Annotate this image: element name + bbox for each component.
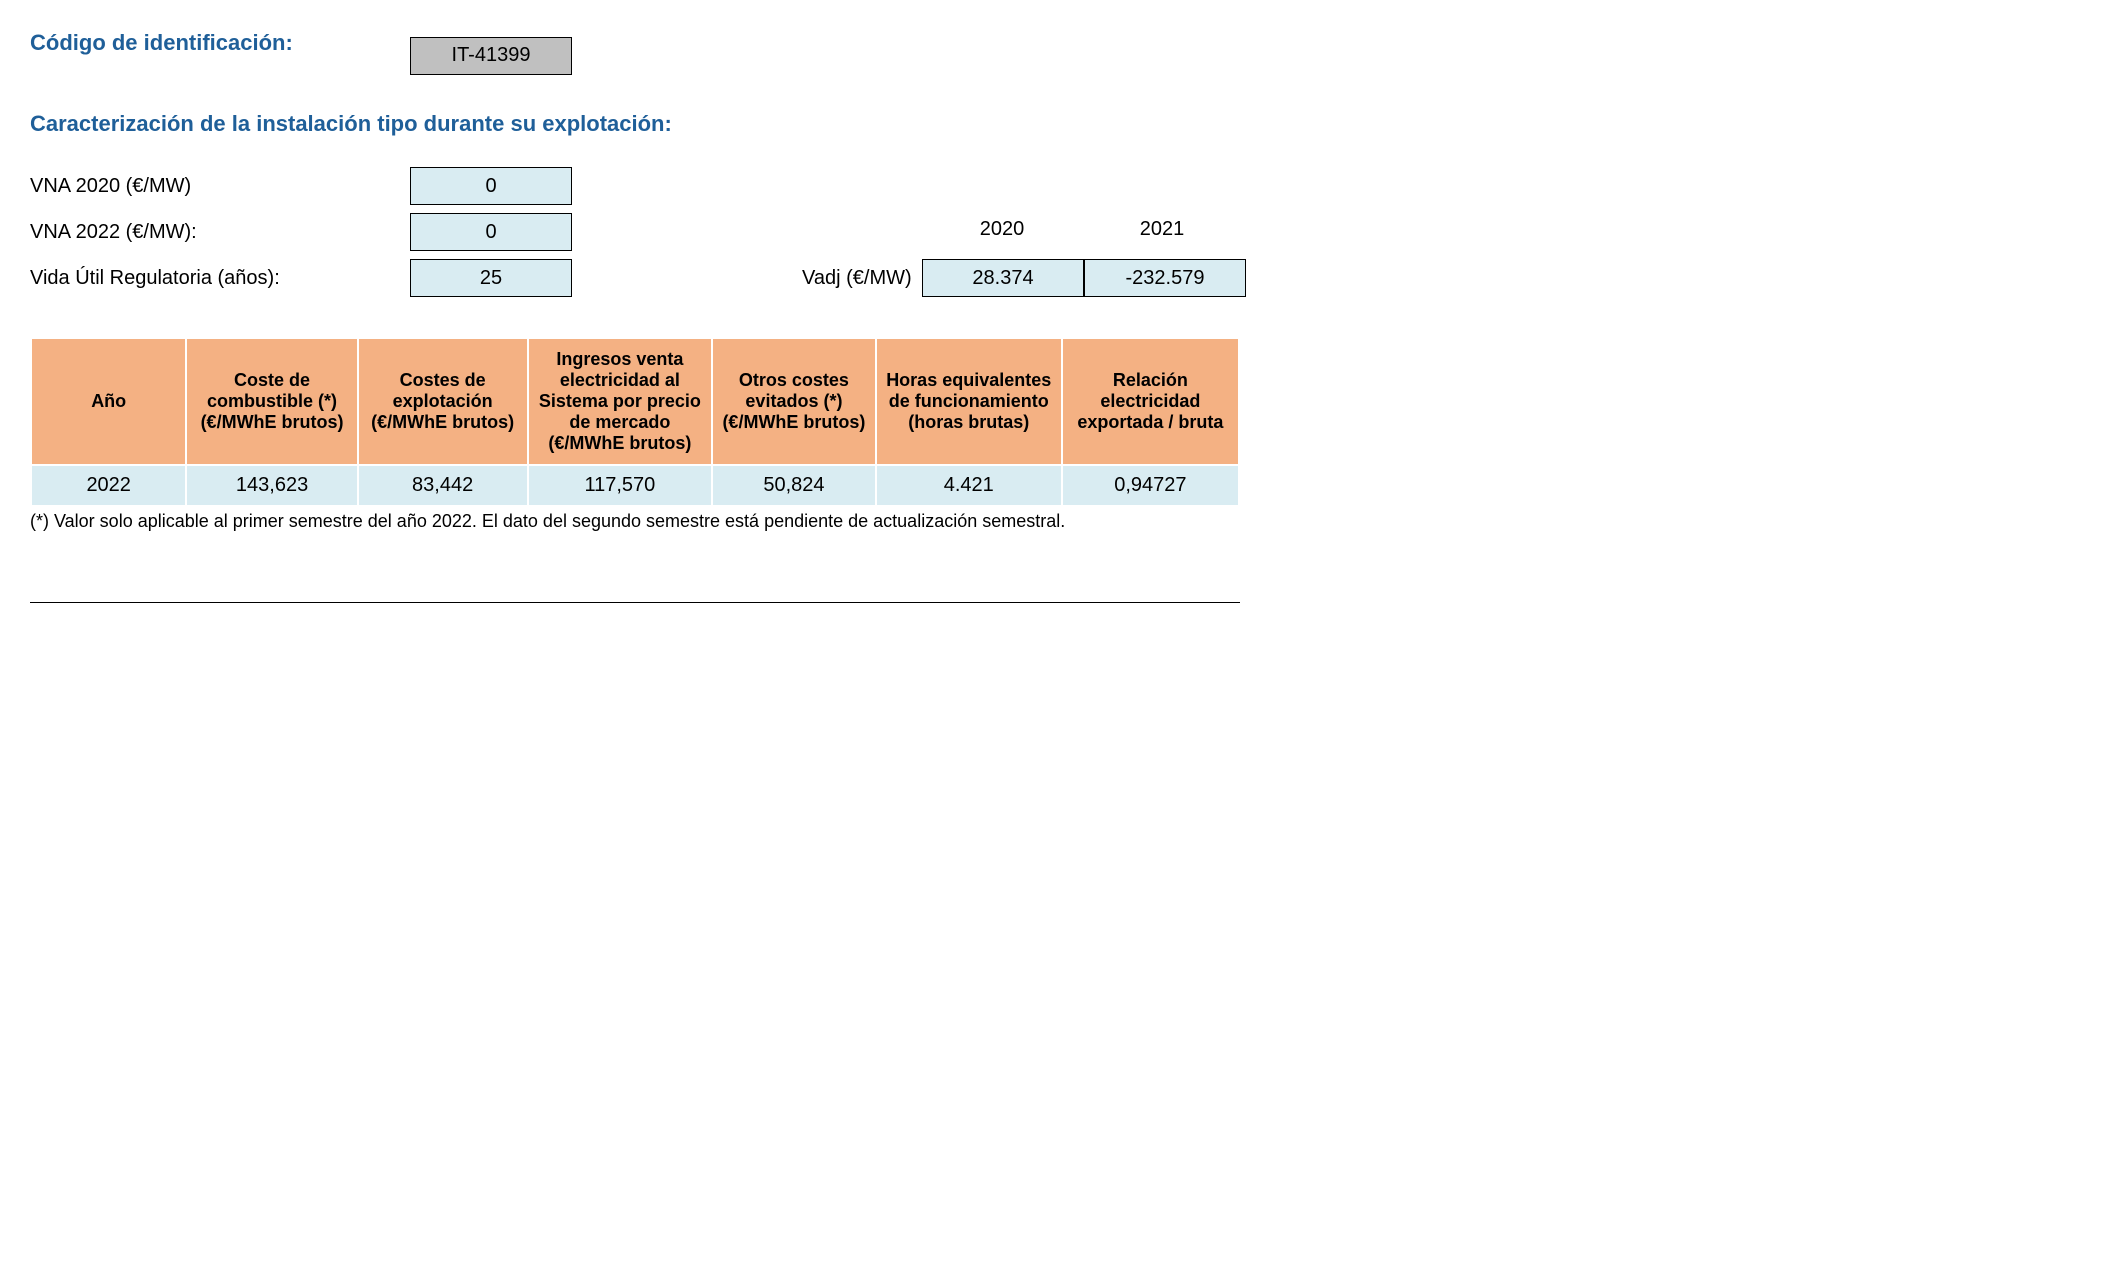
table-col-2: Costes de explotación (€/MWhE brutos): [358, 338, 528, 465]
table-col-6: Relación electricidad exportada / bruta: [1062, 338, 1239, 465]
code-row: Código de identificación: IT-41399: [30, 30, 2096, 81]
vna2022-label: VNA 2022 (€/MW):: [30, 221, 410, 244]
param-row-vna2020: VNA 2020 (€/MW) 0: [30, 167, 2096, 205]
table-cell-0-3: 117,570: [528, 465, 713, 506]
vna2020-value: 0: [410, 167, 572, 205]
param-row-vna2022: VNA 2022 (€/MW): 0 2020 2021: [30, 213, 2096, 251]
table-col-1: Coste de combustible (*) (€/MWhE brutos): [186, 338, 357, 465]
vadj-value-0: 28.374: [922, 259, 1084, 297]
vadj-values-wrap: Vadj (€/MW) 28.374 -232.579: [802, 259, 1246, 297]
table-col-5: Horas equivalentes de funcionamiento (ho…: [876, 338, 1062, 465]
vida-label: Vida Útil Regulatoria (años):: [30, 267, 410, 290]
table-cell-0-5: 4.421: [876, 465, 1062, 506]
divider: [30, 602, 1240, 603]
table-col-3: Ingresos venta electricidad al Sistema p…: [528, 338, 713, 465]
vadj-year-0: 2020: [922, 218, 1082, 247]
vna2022-value: 0: [410, 213, 572, 251]
table-cell-0-6: 0,94727: [1062, 465, 1239, 506]
table-col-0: Año: [31, 338, 186, 465]
vna2020-label: VNA 2020 (€/MW): [30, 175, 410, 198]
vadj-year-1: 2021: [1082, 218, 1242, 247]
param-row-vida: Vida Útil Regulatoria (años): 25 Vadj (€…: [30, 259, 2096, 297]
vida-value: 25: [410, 259, 572, 297]
vadj-label: Vadj (€/MW): [802, 267, 922, 290]
table-row: 2022143,62383,442117,57050,8244.4210,947…: [31, 465, 1239, 506]
vadj-years: 2020 2021: [922, 218, 1242, 247]
vadj-values: 28.374 -232.579: [922, 259, 1246, 297]
table-col-4: Otros costes evitados (*) (€/MWhE brutos…: [712, 338, 876, 465]
table-cell-0-0: 2022: [31, 465, 186, 506]
footnote: (*) Valor solo aplicable al primer semes…: [30, 511, 2096, 532]
code-label: Código de identificación:: [30, 30, 410, 56]
vadj-years-wrap: 2020 2021: [802, 218, 1242, 247]
params-block: VNA 2020 (€/MW) 0 VNA 2022 (€/MW): 0 202…: [30, 167, 2096, 297]
section-title: Caracterización de la instalación tipo d…: [30, 111, 2096, 137]
main-table: AñoCoste de combustible (*) (€/MWhE brut…: [30, 337, 1240, 507]
code-value-box: IT-41399: [410, 37, 572, 75]
table-header-row: AñoCoste de combustible (*) (€/MWhE brut…: [31, 338, 1239, 465]
table-cell-0-4: 50,824: [712, 465, 876, 506]
table-head: AñoCoste de combustible (*) (€/MWhE brut…: [31, 338, 1239, 465]
vadj-value-1: -232.579: [1084, 259, 1246, 297]
table-cell-0-2: 83,442: [358, 465, 528, 506]
table-cell-0-1: 143,623: [186, 465, 357, 506]
table-body: 2022143,62383,442117,57050,8244.4210,947…: [31, 465, 1239, 506]
